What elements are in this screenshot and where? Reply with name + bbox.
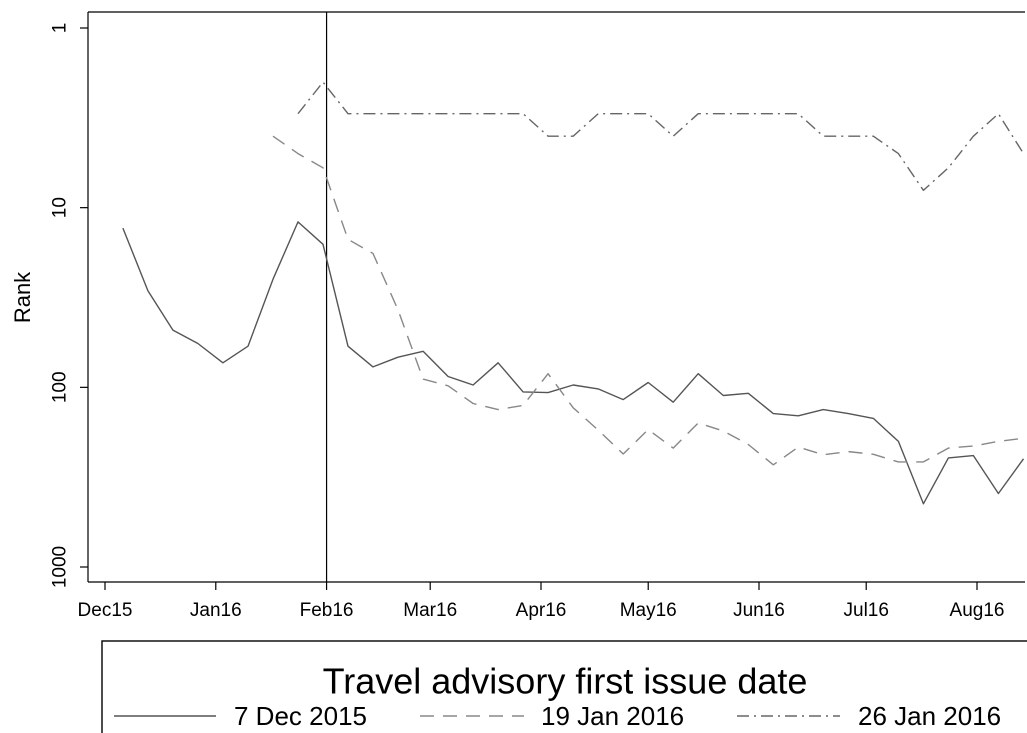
- x-tick-label: Aug16: [950, 600, 1005, 621]
- legend-title: Travel advisory first issue date: [323, 661, 808, 702]
- legend-label-3: 26 Jan 2016: [858, 701, 1001, 731]
- x-tick-label: Feb16: [300, 600, 354, 621]
- series-line-1: [122, 221, 1025, 505]
- x-tick-label: Jul16: [844, 600, 889, 621]
- series-line-2: [272, 135, 1024, 466]
- y-tick-label: 1000: [50, 546, 71, 588]
- y-tick-label: 100: [50, 371, 71, 403]
- y-tick-label: 1: [50, 23, 71, 34]
- x-tick-label: Jun16: [733, 600, 785, 621]
- legend-label-1: 7 Dec 2015: [234, 701, 367, 731]
- x-tick-label: Apr16: [516, 600, 567, 621]
- y-axis-title: Rank: [10, 271, 35, 323]
- x-tick-label: May16: [620, 600, 677, 621]
- series-line-3: [297, 81, 1025, 192]
- x-tick-label: Mar16: [403, 600, 457, 621]
- x-tick-label: Dec15: [78, 600, 133, 621]
- x-tick-label: Jan16: [190, 600, 242, 621]
- legend-label-2: 19 Jan 2016: [541, 701, 684, 731]
- legend-box: [101, 640, 1027, 733]
- y-tick-label: 10: [50, 197, 71, 218]
